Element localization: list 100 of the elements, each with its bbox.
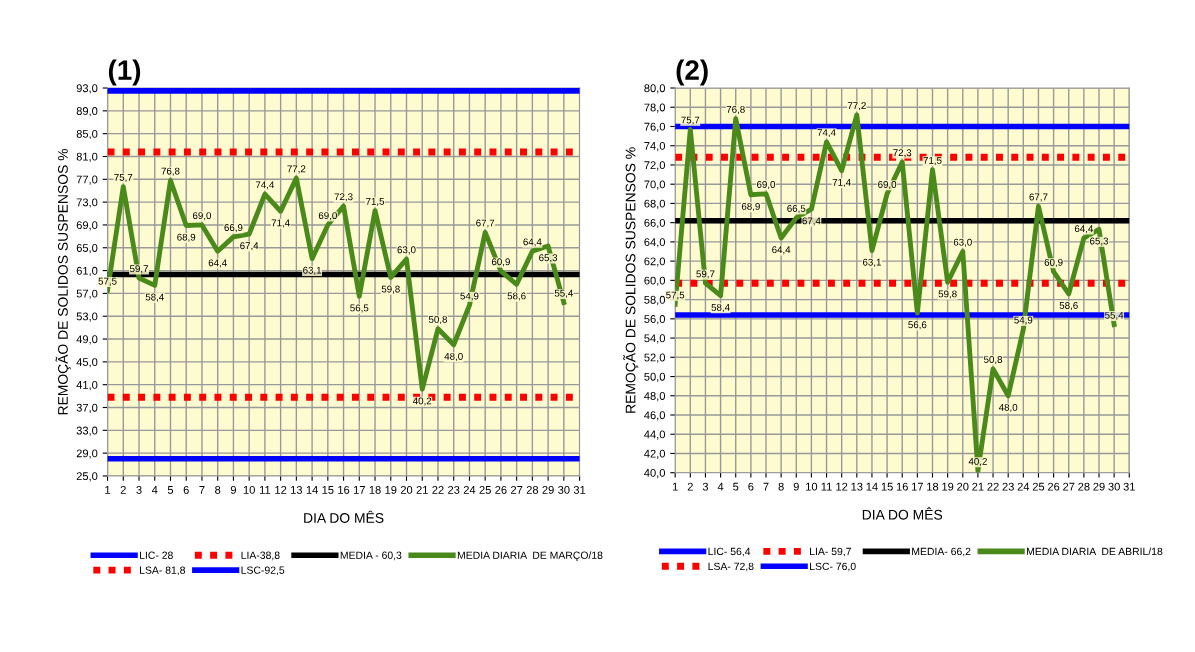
- data-label: 67,7: [1029, 193, 1048, 202]
- x-tick-label: 7: [763, 482, 769, 491]
- legend-label: LSA- 81,8: [140, 566, 186, 576]
- data-label: 71,5: [923, 157, 942, 165]
- x-tick-label: 22: [987, 482, 999, 491]
- y-tick-label: 72,0: [644, 161, 666, 171]
- data-label: 40,2: [968, 457, 987, 466]
- x-tick-label: 12: [275, 485, 287, 494]
- data-label: 40,2: [413, 397, 432, 406]
- y-tick-label: 81,0: [76, 152, 98, 162]
- data-label: 57,5: [98, 277, 117, 286]
- data-label: 55,4: [1105, 311, 1124, 320]
- data-label: 48,0: [444, 352, 463, 361]
- x-tick-label: 9: [793, 482, 799, 491]
- y-tick-label: 65,0: [76, 244, 98, 254]
- y-tick-label: 74,0: [644, 141, 666, 152]
- x-tick-label: 16: [338, 485, 350, 494]
- y-axis-title: REMOÇÃO DE SOLIDOS SUSPENSOS %: [623, 147, 639, 413]
- data-label: 69,0: [878, 181, 897, 190]
- x-tick-label: 26: [495, 485, 507, 494]
- data-label: 77,2: [847, 102, 866, 111]
- data-label: 60,9: [1044, 258, 1063, 267]
- y-tick-label: 50,0: [644, 372, 666, 382]
- y-axis-title: REMOÇÃO DE SOLIDOS SUSPENSOS %: [55, 148, 71, 415]
- data-label: 67,4: [240, 242, 259, 251]
- y-tick-label: 62,0: [644, 257, 666, 267]
- x-tick-label: 14: [306, 486, 318, 494]
- x-axis-title: DIA DO MÊS: [304, 510, 384, 523]
- data-label: 67,7: [476, 219, 495, 228]
- chart-title: (1): [108, 59, 141, 86]
- x-tick-label: 2: [687, 482, 693, 491]
- x-tick-label: 5: [733, 482, 739, 491]
- x-tick-label: 28: [1078, 482, 1090, 491]
- data-label: 56,6: [908, 321, 927, 330]
- data-label: 59,7: [696, 270, 715, 279]
- data-label: 59,8: [938, 290, 957, 299]
- data-label: 63,1: [303, 266, 322, 275]
- chart-title: (2): [676, 59, 708, 86]
- y-tick-label: 66,0: [644, 218, 666, 229]
- y-tick-label: 52,0: [644, 353, 666, 363]
- x-tick-label: 29: [542, 485, 554, 494]
- data-label: 59,8: [381, 285, 400, 294]
- data-label: 75,7: [114, 174, 133, 182]
- legend-label: LIC- 28: [140, 551, 173, 559]
- x-tick-label: 4: [151, 486, 158, 494]
- legend-label: LSC- 76,0: [810, 562, 856, 572]
- data-label: 64,4: [1074, 225, 1094, 234]
- x-tick-label: 24: [1017, 482, 1030, 491]
- y-tick-label: 80,0: [644, 84, 666, 94]
- data-label: 64,4: [772, 246, 791, 255]
- x-tick-label: 28: [526, 485, 539, 494]
- data-label: 65,3: [1090, 237, 1109, 246]
- data-label: 63,0: [953, 238, 972, 247]
- x-tick-label: 25: [1032, 482, 1045, 491]
- x-tick-label: 19: [942, 482, 954, 491]
- x-tick-label: 8: [778, 482, 784, 491]
- x-tick-label: 23: [448, 485, 460, 494]
- x-tick-label: 2: [120, 485, 126, 494]
- y-tick-label: 57,0: [76, 289, 98, 299]
- x-tick-label: 30: [1108, 482, 1120, 491]
- x-tick-label: 21: [972, 482, 984, 491]
- data-label: 71,4: [271, 219, 290, 228]
- x-tick-label: 17: [353, 486, 365, 494]
- data-label: 50,8: [428, 315, 448, 324]
- x-tick-label: 12: [836, 482, 848, 491]
- y-tick-label: 53,0: [76, 312, 98, 322]
- data-label: 76,8: [161, 167, 180, 176]
- y-tick-label: 73,0: [76, 198, 98, 208]
- y-tick-label: 89,0: [76, 107, 98, 117]
- data-label: 68,9: [177, 233, 196, 242]
- y-tick-label: 78,0: [644, 103, 666, 113]
- x-tick-label: 24: [463, 485, 476, 494]
- x-tick-label: 29: [1093, 482, 1105, 491]
- legend-label: MEDIA DIARIA DE ABRIL/18: [1027, 547, 1163, 556]
- x-tick-label: 18: [369, 485, 381, 494]
- data-label: 65,3: [539, 254, 558, 263]
- data-label: 63,1: [862, 258, 881, 267]
- y-tick-label: 49,0: [76, 335, 98, 345]
- legend-label: MEDIA - 60,3: [340, 551, 402, 561]
- x-tick-label: 20: [957, 482, 969, 491]
- data-label: 54,9: [1014, 316, 1033, 325]
- x-tick-label: 10: [243, 485, 255, 494]
- y-tick-label: 45,0: [76, 358, 98, 368]
- data-label: 69,0: [318, 212, 337, 221]
- x-tick-label: 26: [1047, 482, 1060, 491]
- y-tick-label: 48,0: [644, 392, 666, 402]
- data-label: 54,9: [460, 292, 479, 301]
- x-tick-label: 6: [183, 485, 189, 494]
- x-tick-label: 27: [1063, 482, 1075, 491]
- y-tick-label: 93,0: [76, 84, 98, 94]
- data-label: 58,4: [711, 303, 730, 312]
- x-tick-label: 27: [511, 485, 523, 494]
- y-tick-label: 33,0: [76, 426, 98, 436]
- y-tick-label: 64,0: [644, 238, 666, 248]
- data-label: 74,4: [255, 181, 275, 190]
- x-tick-label: 15: [322, 486, 334, 494]
- y-tick-label: 58,0: [644, 295, 666, 306]
- data-label: 58,4: [145, 293, 164, 302]
- data-label: 56,5: [350, 304, 369, 313]
- x-tick-label: 20: [400, 485, 413, 494]
